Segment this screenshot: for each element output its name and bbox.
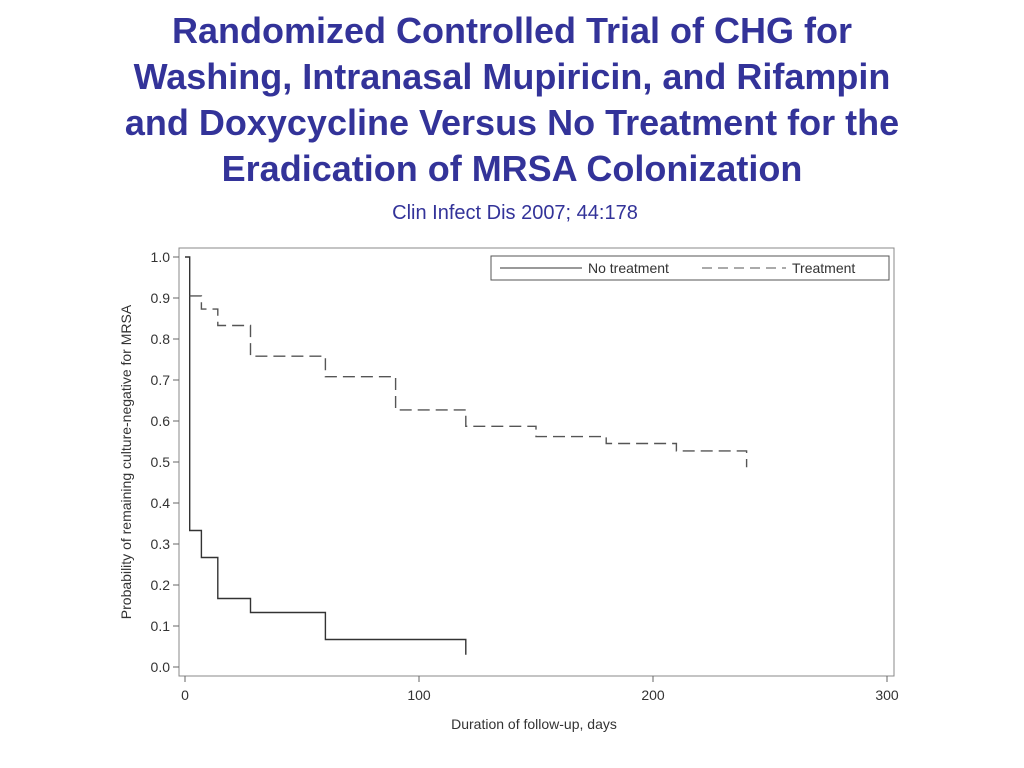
x-axis: 0 100 200 300 [181,676,899,703]
y-axis: 0.0 0.1 0.2 0.3 0.4 0.5 0.6 0.7 0.8 0.9 1.0 [151,249,179,675]
title-line-3: and Doxycycline Versus No Treatment for … [124,102,900,143]
legend: No treatment Treatment [490,255,890,281]
title-line-2: Washing, Intranasal Mupiricin, and Rifam… [133,56,891,97]
y-tick-label: 0.1 [151,618,171,634]
y-tick-label: 0.3 [151,536,171,552]
series-line-treatment [189,295,748,468]
y-tick-label: 0.7 [151,372,171,388]
title-line-1: Randomized Controlled Trial of CHG for [171,10,852,51]
y-tick-label: 0.9 [151,290,171,306]
slide-title: Randomized Controlled Trial of CHG for W… [40,8,984,192]
legend-label-treatment: Treatment [792,260,855,276]
y-tick-label: 0.8 [151,331,171,347]
y-tick-label: 0.4 [151,495,171,511]
citation: Clin Infect Dis 2007; 44:178 [392,202,638,224]
legend-label-no-treatment: No treatment [588,260,669,276]
y-tick-label: 1.0 [151,249,171,265]
x-tick-label: 100 [407,687,431,703]
x-axis-label: Duration of follow-up, days [451,716,617,732]
series-line-no-treatment [185,256,467,655]
y-tick-label: 0.5 [151,454,171,470]
series-layer [185,256,748,655]
y-axis-label: Probability of remaining culture-negativ… [118,304,134,619]
x-tick-label: 300 [875,687,899,703]
x-tick-label: 200 [641,687,665,703]
x-tick-label: 0 [181,687,189,703]
title-line-4: Eradication of MRSA Colonization [221,148,803,189]
y-tick-label: 0.2 [151,577,171,593]
y-tick-label: 0.6 [151,413,171,429]
y-tick-label: 0.0 [151,659,171,675]
